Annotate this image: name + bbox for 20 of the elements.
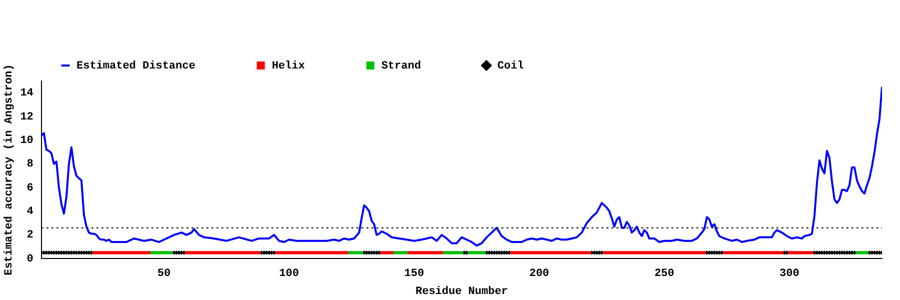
- y-tick-label: 8: [26, 158, 34, 171]
- y-tick-label: 2: [26, 230, 34, 242]
- x-tick-label: 200: [529, 268, 550, 280]
- x-axis-title: Residue Number: [415, 286, 508, 298]
- y-tick-label: 10: [20, 134, 34, 147]
- x-tick-label: 300: [780, 268, 800, 280]
- y-tick-label: 12: [20, 111, 34, 124]
- y-axis-title: Estimated accuracy (in Angstron): [3, 64, 16, 276]
- x-tick-label: 150: [404, 268, 424, 280]
- legend-label: Helix: [272, 60, 306, 72]
- legend-label: Coil: [497, 60, 524, 72]
- x-tick-label: 250: [654, 268, 674, 280]
- legend-label: Strand: [381, 60, 421, 72]
- y-tick-label: 4: [26, 206, 34, 218]
- x-tick-label: 100: [279, 268, 299, 280]
- y-tick-label: 6: [26, 182, 34, 194]
- x-tick-label: 50: [157, 268, 171, 280]
- legend-label: Estimated Distance: [76, 60, 196, 72]
- y-tick-label: 0: [26, 253, 34, 266]
- y-tick-label: 14: [20, 88, 34, 100]
